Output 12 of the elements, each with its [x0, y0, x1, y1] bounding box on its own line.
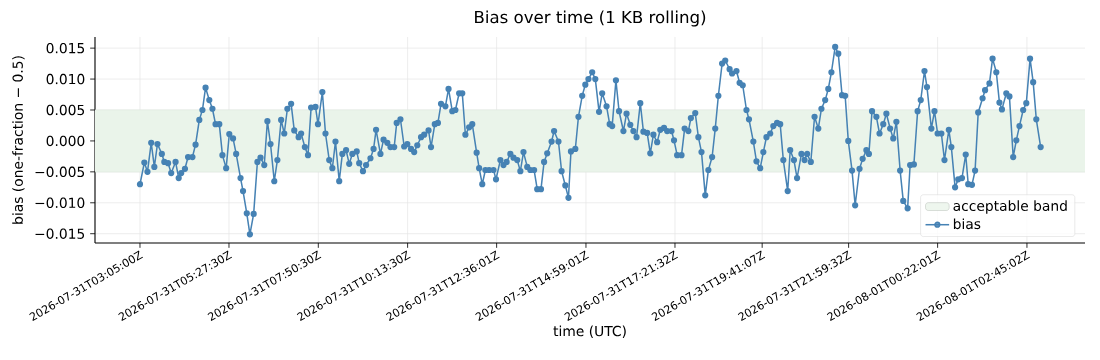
y-axis-title: bias (one-fraction − 0.5)	[12, 56, 25, 224]
y-tick-label: −0.015	[35, 228, 85, 239]
x-axis-title: time (UTC)	[553, 325, 626, 338]
y-tick-label: −0.005	[35, 166, 85, 178]
y-tick-label: 0.005	[46, 104, 85, 116]
y-tick-label: −0.010	[35, 197, 85, 209]
y-tick-label: 0.015	[46, 42, 85, 54]
legend-label: acceptable band	[953, 200, 1067, 214]
y-tick-label: 0.010	[46, 73, 85, 85]
y-tick-label: 0.000	[46, 135, 85, 147]
legend-label: bias	[953, 218, 981, 230]
chart-title: Bias over time (1 KB rolling)	[475, 10, 706, 27]
